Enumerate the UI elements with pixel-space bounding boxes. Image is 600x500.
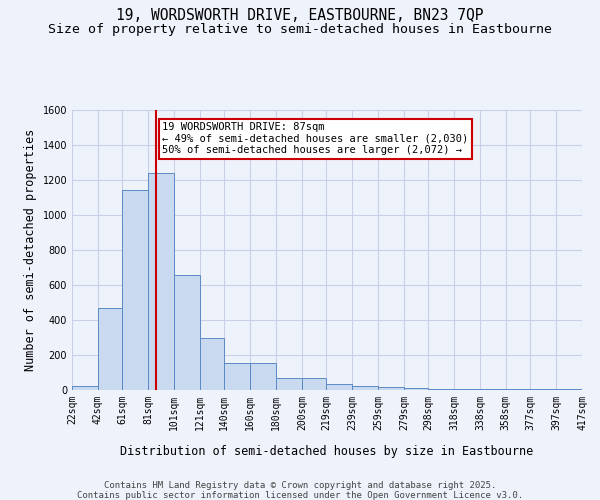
Text: Contains HM Land Registry data © Crown copyright and database right 2025.
Contai: Contains HM Land Registry data © Crown c… [77,480,523,500]
Bar [530,389,556,390]
Bar [72,386,98,390]
Bar [174,274,200,390]
Y-axis label: Number of semi-detached properties: Number of semi-detached properties [24,129,37,371]
Bar [200,338,224,390]
Bar [480,389,506,390]
Bar [98,308,122,390]
Bar [250,363,276,390]
Bar [556,389,582,390]
Text: 19 WORDSWORTH DRIVE: 87sqm
← 49% of semi-detached houses are smaller (2,030)
50%: 19 WORDSWORTH DRIVE: 87sqm ← 49% of semi… [163,122,469,156]
Bar [454,389,480,390]
Bar [326,384,352,390]
Text: Distribution of semi-detached houses by size in Eastbourne: Distribution of semi-detached houses by … [121,444,533,458]
Bar [302,378,326,390]
Bar [404,388,428,390]
Bar [506,389,530,390]
Bar [428,389,454,390]
Bar [276,378,302,390]
Text: 19, WORDSWORTH DRIVE, EASTBOURNE, BN23 7QP: 19, WORDSWORTH DRIVE, EASTBOURNE, BN23 7… [116,8,484,22]
Bar [122,190,148,390]
Bar [378,388,404,390]
Text: Size of property relative to semi-detached houses in Eastbourne: Size of property relative to semi-detach… [48,22,552,36]
Bar [224,363,250,390]
Bar [352,386,378,390]
Bar [148,173,174,390]
